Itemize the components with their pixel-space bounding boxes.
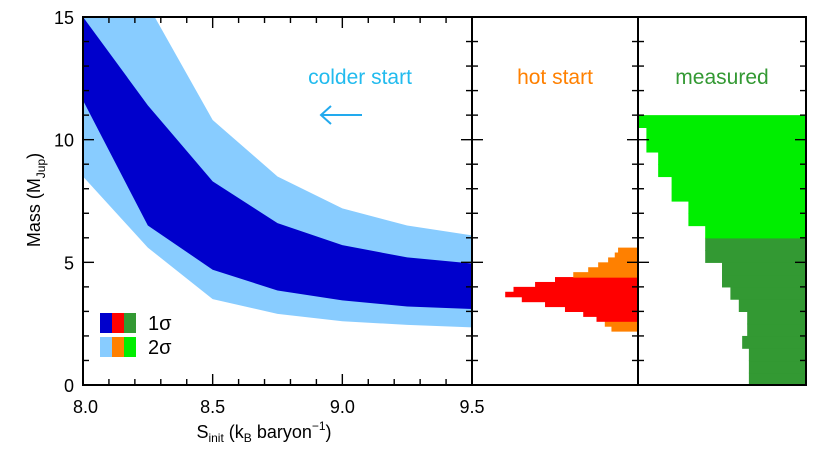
band-2sigma <box>83 17 472 328</box>
hot-bar-3 <box>583 311 638 317</box>
frame-outer <box>82 16 807 386</box>
hot-bar-2 <box>596 316 638 322</box>
measured-bar-6 <box>738 299 806 312</box>
ytick-label-1: 5 <box>64 253 74 273</box>
ytick-label-3: 15 <box>54 8 74 28</box>
hot-bar-13 <box>598 262 638 268</box>
hot-bar-14 <box>608 257 638 263</box>
measured-bar-3 <box>742 335 806 349</box>
legend-swatch-0-0 <box>100 313 112 333</box>
legend-label-0: 1σ <box>148 313 172 335</box>
annotation-measured: measured <box>675 66 768 89</box>
entropy-bands <box>83 17 472 328</box>
measured-bar-18 <box>658 151 806 165</box>
measured-bar-19 <box>646 139 806 153</box>
band-1sigma <box>83 17 472 309</box>
measured-bar-5 <box>747 311 806 325</box>
xtick-label-0: 8.0 <box>73 397 98 417</box>
hot-bar-11 <box>573 272 638 278</box>
measured-bar-13 <box>688 213 806 227</box>
annotation-colder-start: colder start <box>308 66 412 89</box>
hot-bar-15 <box>614 252 638 259</box>
legend-swatch-0-2 <box>124 313 136 333</box>
xtick-label-1: 8.5 <box>200 397 225 417</box>
legend-swatch-1-0 <box>100 337 112 357</box>
ytick-label-0: 0 <box>64 376 74 396</box>
hot-bar-9 <box>535 281 638 288</box>
hot-start-histogram <box>505 247 638 332</box>
legend-swatch-0-1 <box>112 313 124 333</box>
annotation-hot-start: hot start <box>517 66 593 89</box>
y-axis-label: Mass (MJup) <box>24 153 48 247</box>
measured-bar-14 <box>688 201 806 214</box>
hot-bar-7 <box>505 291 638 298</box>
measured-bar-1 <box>748 360 806 374</box>
hot-bar-8 <box>513 286 638 293</box>
measured-bar-10 <box>705 250 806 263</box>
ytick-label-2: 10 <box>54 131 74 151</box>
measured-bar-2 <box>748 348 806 362</box>
legend-label-1: 2σ <box>148 337 172 359</box>
measured-bar-15 <box>671 188 806 202</box>
measured-bar-4 <box>747 323 806 337</box>
measured-bar-20 <box>646 127 806 141</box>
panel-frames <box>82 16 807 386</box>
arrow-head <box>319 105 332 125</box>
xtick-label-2: 9.0 <box>330 397 355 417</box>
hot-bar-12 <box>588 267 638 273</box>
legend-swatch-1-1 <box>112 337 124 357</box>
hot-bar-0 <box>611 326 638 332</box>
measured-bar-21 <box>638 115 806 128</box>
measured-bar-11 <box>705 237 806 251</box>
measured-bar-16 <box>671 176 806 190</box>
measured-bar-17 <box>658 164 806 178</box>
measured-bar-0 <box>748 372 806 386</box>
left-arrow-icon <box>319 105 362 125</box>
hot-bar-16 <box>618 247 638 254</box>
hot-bar-10 <box>555 277 638 283</box>
hot-bar-4 <box>564 306 638 312</box>
x-axis-label: Sinit (kB baryon−1) <box>196 419 331 445</box>
hot-bar-6 <box>521 296 638 303</box>
hot-bar-1 <box>604 321 638 327</box>
legend-swatch-1-2 <box>124 337 136 357</box>
measured-bar-9 <box>722 262 806 276</box>
hot-bar-5 <box>545 301 638 308</box>
axis-ticks: 0 5 10 15 8.0 8.5 9.0 9.5 <box>54 8 806 417</box>
measured-bar-12 <box>705 225 806 239</box>
xtick-label-3: 9.5 <box>459 397 484 417</box>
measured-histogram <box>638 115 806 386</box>
measured-bar-7 <box>730 286 806 300</box>
measured-bar-8 <box>722 274 806 288</box>
